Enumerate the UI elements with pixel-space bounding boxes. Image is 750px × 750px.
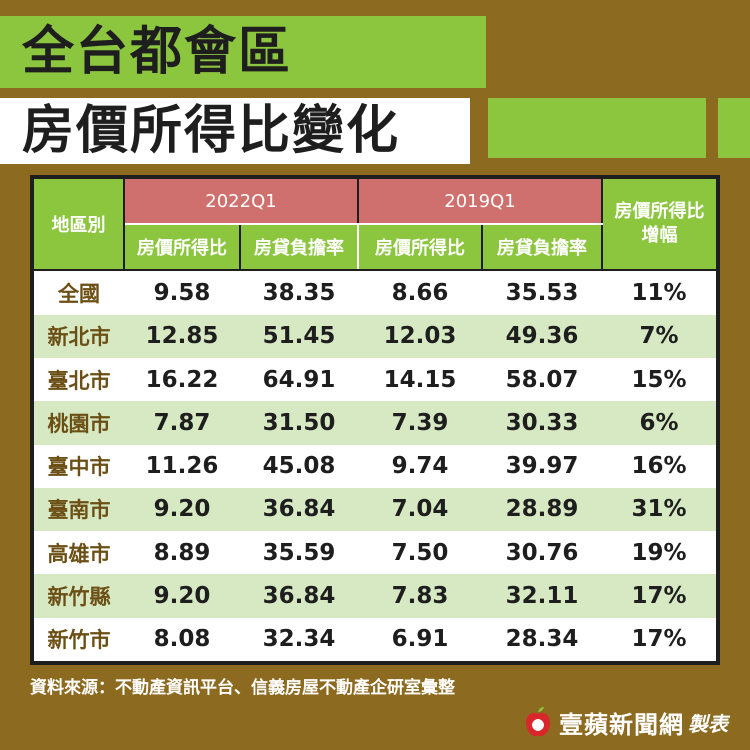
cell-growth: 17% — [602, 617, 716, 661]
data-table-frame: 地區別 2022Q1 2019Q1 房價所得比 增幅 房價所得比 房貸負擔率 房… — [30, 175, 720, 665]
cell-ratio-2022: 8.89 — [124, 531, 240, 575]
cell-region: 新竹市 — [34, 617, 124, 661]
cell-burden-2019: 58.07 — [482, 358, 602, 402]
cell-region: 新北市 — [34, 314, 124, 358]
table-row: 高雄市 8.89 35.59 7.50 30.76 19% — [34, 531, 716, 575]
cell-burden-2022: 36.84 — [240, 487, 358, 532]
cell-growth: 6% — [602, 401, 716, 445]
cell-ratio-2022: 9.20 — [124, 574, 240, 618]
decor-tab — [718, 98, 750, 158]
cell-burden-2022: 35.59 — [240, 531, 358, 575]
table-row: 桃園市 7.87 31.50 7.39 30.33 6% — [34, 401, 716, 445]
header-period-2019: 2019Q1 — [358, 179, 603, 225]
title-line-2: 房價所得比變化 — [0, 98, 470, 164]
header-growth: 房價所得比 增幅 — [602, 179, 716, 271]
cell-ratio-2019: 8.66 — [358, 270, 482, 315]
cell-burden-2019: 30.33 — [482, 401, 602, 445]
cell-ratio-2019: 7.50 — [358, 531, 482, 575]
header-region: 地區別 — [34, 179, 125, 271]
cell-burden-2019: 49.36 — [482, 314, 602, 358]
cell-ratio-2022: 11.26 — [124, 444, 240, 488]
table-row: 全國 9.58 38.35 8.66 35.53 11% — [34, 270, 716, 315]
header-ratio-2019: 房價所得比 — [358, 224, 483, 271]
source-note: 資料來源：不動產資訊平台、信義房屋不動產企研室彙整 — [30, 678, 455, 698]
brand-suffix: 製表 — [688, 711, 728, 736]
cell-ratio-2019: 7.04 — [358, 487, 482, 532]
cell-region: 桃園市 — [34, 401, 124, 445]
cell-ratio-2022: 7.87 — [124, 401, 240, 445]
cell-region: 臺中市 — [34, 444, 124, 488]
decor-tab — [488, 98, 706, 158]
cell-growth: 31% — [602, 487, 716, 532]
cell-ratio-2019: 7.83 — [358, 574, 482, 618]
cell-burden-2019: 35.53 — [482, 270, 602, 315]
cell-ratio-2019: 9.74 — [358, 444, 482, 488]
cell-growth: 19% — [602, 531, 716, 575]
cell-burden-2019: 39.97 — [482, 444, 602, 488]
cell-ratio-2019: 7.39 — [358, 401, 482, 445]
table-row: 新北市 12.85 51.45 12.03 49.36 7% — [34, 314, 716, 358]
cell-burden-2019: 28.89 — [482, 487, 602, 532]
cell-ratio-2019: 14.15 — [358, 358, 482, 402]
cell-ratio-2022: 9.58 — [124, 270, 240, 315]
cell-burden-2022: 51.45 — [240, 314, 358, 358]
cell-burden-2022: 36.84 — [240, 574, 358, 618]
table-row: 臺北市 16.22 64.91 14.15 58.07 15% — [34, 358, 716, 402]
cell-growth: 17% — [602, 574, 716, 618]
title-line-1: 全台都會區 — [0, 16, 486, 88]
cell-growth: 11% — [602, 270, 716, 315]
cell-ratio-2019: 6.91 — [358, 617, 482, 661]
header-growth-line1: 房價所得比 — [614, 201, 705, 222]
cell-growth: 7% — [602, 314, 716, 358]
cell-region: 新竹縣 — [34, 574, 124, 618]
cell-burden-2022: 45.08 — [240, 444, 358, 488]
cell-growth: 15% — [602, 358, 716, 402]
cell-ratio-2022: 16.22 — [124, 358, 240, 402]
cell-region: 全國 — [34, 270, 124, 315]
header-burden-2019: 房貸負擔率 — [482, 224, 603, 271]
cell-region: 高雄市 — [34, 531, 124, 575]
brand-credit: 壹蘋新聞網 製表 — [523, 706, 728, 739]
table-row: 臺南市 9.20 36.84 7.04 28.89 31% — [34, 487, 716, 532]
data-table: 地區別 2022Q1 2019Q1 房價所得比 增幅 房價所得比 房貸負擔率 房… — [34, 179, 716, 661]
header-growth-line2: 增幅 — [641, 225, 678, 246]
cell-burden-2022: 38.35 — [240, 270, 358, 315]
cell-burden-2022: 31.50 — [240, 401, 358, 445]
table-row: 新竹縣 9.20 36.84 7.83 32.11 17% — [34, 574, 716, 618]
cell-ratio-2022: 12.85 — [124, 314, 240, 358]
apple-logo-icon — [526, 707, 550, 737]
table-row: 臺中市 11.26 45.08 9.74 39.97 16% — [34, 444, 716, 488]
cell-ratio-2022: 9.20 — [124, 487, 240, 532]
cell-region: 臺北市 — [34, 358, 124, 402]
cell-burden-2019: 30.76 — [482, 531, 602, 575]
cell-burden-2019: 32.11 — [482, 574, 602, 618]
header-burden-2022: 房貸負擔率 — [240, 224, 359, 271]
cell-ratio-2022: 8.08 — [124, 617, 240, 661]
header-period-2022: 2022Q1 — [124, 179, 359, 225]
cell-region: 臺南市 — [34, 487, 124, 532]
cell-ratio-2019: 12.03 — [358, 314, 482, 358]
header-ratio-2022: 房價所得比 — [124, 224, 241, 271]
cell-burden-2022: 32.34 — [240, 617, 358, 661]
brand-name: 壹蘋新聞網 — [559, 710, 684, 739]
cell-growth: 16% — [602, 444, 716, 488]
cell-burden-2019: 28.34 — [482, 617, 602, 661]
cell-burden-2022: 64.91 — [240, 358, 358, 402]
table-row: 新竹市 8.08 32.34 6.91 28.34 17% — [34, 617, 716, 661]
